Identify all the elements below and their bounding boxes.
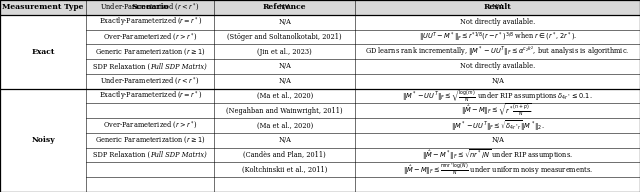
Text: (Stöger and Soltanolkotabi, 2021): (Stöger and Soltanolkotabi, 2021) bbox=[227, 33, 342, 41]
Text: SDP Relaxation (: SDP Relaxation ( bbox=[93, 62, 150, 70]
Text: (Koltchinskii et al., 2011): (Koltchinskii et al., 2011) bbox=[242, 166, 328, 174]
Text: GD learns rank incrementally, $\|M^* - UU^T\|_F \lesssim \alpha^{c_2 k^2}$, but : GD learns rank incrementally, $\|M^* - U… bbox=[365, 45, 630, 59]
Text: (Candès and Plan, 2011): (Candès and Plan, 2011) bbox=[243, 151, 326, 159]
Text: N/A: N/A bbox=[278, 3, 291, 11]
Text: $\|\hat{M} - M\|_F \lesssim \frac{\mathrm{mnr}^* \log(N)}{N}$ under uniform nois: $\|\hat{M} - M\|_F \lesssim \frac{\mathr… bbox=[403, 162, 593, 178]
Text: $\|UU^T - M^*\|_F \lesssim r^{*1/8}(r - r^*)^{3/8}$ when $r \in (r^*, 2r^*)$.: $\|UU^T - M^*\|_F \lesssim r^{*1/8}(r - … bbox=[419, 30, 577, 44]
Text: Noisy: Noisy bbox=[31, 136, 55, 144]
Text: N/A: N/A bbox=[491, 77, 504, 85]
Text: Exactly-Parameterized ($r = r^*$): Exactly-Parameterized ($r = r^*$) bbox=[99, 89, 202, 103]
Text: (Ma et al., 2020): (Ma et al., 2020) bbox=[257, 122, 313, 130]
Text: Generic Parameterization ($r \geq 1$): Generic Parameterization ($r \geq 1$) bbox=[95, 135, 205, 146]
Text: Measurement Type: Measurement Type bbox=[3, 3, 84, 11]
Text: N/A: N/A bbox=[491, 3, 504, 11]
Text: Not directly available.: Not directly available. bbox=[460, 62, 535, 70]
Text: Under-Parameterized ($r < r^*$): Under-Parameterized ($r < r^*$) bbox=[100, 2, 200, 13]
Text: N/A: N/A bbox=[278, 77, 291, 85]
Text: Reference: Reference bbox=[263, 3, 307, 11]
Text: $\|\hat{M} - M^*\|_F \lesssim \sqrt{nr^*/N}$ under RIP assumptions.: $\|\hat{M} - M^*\|_F \lesssim \sqrt{nr^*… bbox=[422, 148, 573, 162]
Text: (Negahban and Wainwright, 2011): (Negahban and Wainwright, 2011) bbox=[227, 107, 343, 115]
Text: Result: Result bbox=[484, 3, 511, 11]
Text: N/A: N/A bbox=[278, 18, 291, 26]
Bar bbox=[0, 0, 640, 15]
Text: N/A: N/A bbox=[278, 62, 291, 70]
Text: SDP Relaxation (: SDP Relaxation ( bbox=[93, 151, 150, 159]
Text: N/A: N/A bbox=[278, 136, 291, 144]
Text: Exactly-Parameterized ($r = r^*$): Exactly-Parameterized ($r = r^*$) bbox=[99, 16, 202, 29]
Text: Over-Parameterized ($r > r^*$): Over-Parameterized ($r > r^*$) bbox=[103, 31, 198, 43]
Text: $\|M^* - UU^T\|_F \lesssim \sqrt{\frac{\log(m)}{N}}$ under RIP assumptions $\del: $\|M^* - UU^T\|_F \lesssim \sqrt{\frac{\… bbox=[403, 87, 593, 105]
Text: Under-Parameterized ($r < r^*$): Under-Parameterized ($r < r^*$) bbox=[100, 75, 200, 87]
Text: $\|\hat{M} - M\|_F \lesssim \sqrt{r^* \frac{(n+p)}{N}}$.: $\|\hat{M} - M\|_F \lesssim \sqrt{r^* \f… bbox=[461, 102, 534, 119]
Text: $\|M^* - UU^T\|_F \lesssim \sqrt{\delta_{4r^*r}} \|M^*\|_2$.: $\|M^* - UU^T\|_F \lesssim \sqrt{\delta_… bbox=[451, 118, 545, 133]
Text: Generic Parameterization ($r \geq 1$): Generic Parameterization ($r \geq 1$) bbox=[95, 46, 205, 57]
Text: Not directly available.: Not directly available. bbox=[460, 18, 535, 26]
Text: (Ma et al., 2020): (Ma et al., 2020) bbox=[257, 92, 313, 100]
Text: N/A: N/A bbox=[491, 136, 504, 144]
Text: Scenario: Scenario bbox=[132, 3, 169, 11]
Text: (Jin et al., 2023): (Jin et al., 2023) bbox=[257, 48, 312, 56]
Text: Over-Parameterized ($r > r^*$): Over-Parameterized ($r > r^*$) bbox=[103, 120, 198, 131]
Text: Full SDP Matrix): Full SDP Matrix) bbox=[150, 151, 207, 159]
Text: Exact: Exact bbox=[31, 48, 55, 56]
Text: Full SDP Matrix): Full SDP Matrix) bbox=[150, 62, 207, 70]
